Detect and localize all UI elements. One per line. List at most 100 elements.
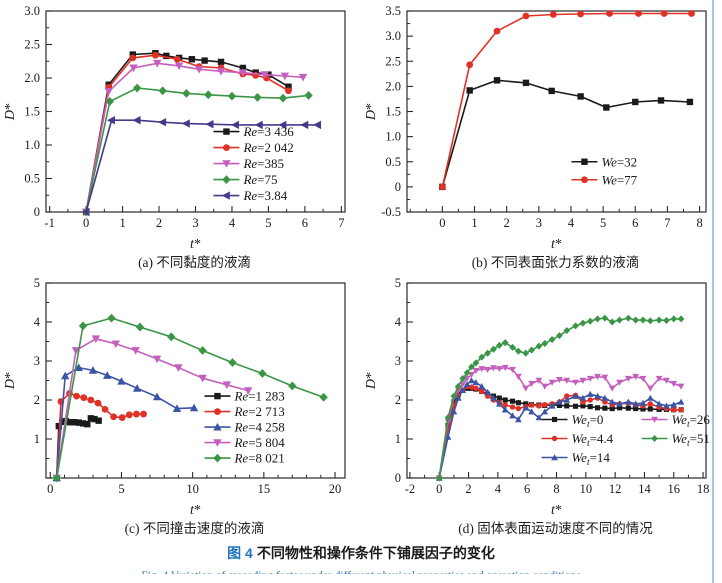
svg-text:Wet=51: Wet=51 — [672, 431, 710, 449]
chart-d-surface-motion: -2 0 2 4 6 8 10 12 14 16 18012345t*D*Wet=0Wet=4.4W… — [364, 276, 711, 518]
svg-text:4: 4 — [395, 315, 402, 329]
svg-text:Re=75: Re=75 — [242, 172, 277, 187]
svg-text:Re=3.84: Re=3.84 — [242, 188, 287, 203]
chart-cell-d: -2 0 2 4 6 8 10 12 14 16 18 0 1 2 3 4 5 t* D* Wet=0 Wet=4.4 W… — [361, 274, 722, 540]
svg-text:2: 2 — [156, 216, 162, 230]
svg-text:4: 4 — [495, 482, 502, 496]
svg-text:0.5: 0.5 — [24, 172, 40, 186]
figure-caption-title: 不同物性和操作条件下铺展因子的变化 — [256, 545, 495, 561]
svg-text:18: 18 — [697, 482, 710, 496]
series-Re=75 — [81, 83, 313, 217]
svg-text:3.5: 3.5 — [385, 4, 401, 18]
svg-text:5: 5 — [395, 276, 401, 290]
svg-text:Wet=26: Wet=26 — [672, 412, 711, 430]
svg-text:3: 3 — [536, 216, 542, 230]
svg-text:D*: D* — [364, 372, 379, 390]
svg-text:1.5: 1.5 — [385, 105, 401, 119]
axes: -1 0 1 2 3 4 5 6 7 0 0.5 1.0 1.5 2.0 2.5 3.0 t* D* — [3, 4, 346, 252]
svg-text:10: 10 — [186, 482, 199, 496]
svg-text:Re=2 713: Re=2 713 — [233, 404, 284, 419]
svg-text:1.5: 1.5 — [24, 105, 40, 119]
svg-text:-0.5: -0.5 — [381, 205, 401, 219]
svg-text:0.5: 0.5 — [385, 155, 401, 169]
chart-b-surface-tension: 0 1 2 3 4 5 6 7 8 -0.5 0 0.5 1.0 1.5 2.0 2.5 3.0 3.5 t* D* W… — [364, 4, 707, 252]
svg-text:12: 12 — [609, 482, 622, 496]
svg-text:1: 1 — [471, 216, 477, 230]
svg-text:t*: t* — [190, 237, 201, 252]
svg-text:1: 1 — [119, 216, 125, 230]
series-We_t=4.4 — [436, 383, 684, 481]
svg-text:Re=2 042: Re=2 042 — [242, 140, 293, 155]
svg-text:0: 0 — [436, 482, 442, 496]
svg-text:D*: D* — [364, 103, 379, 121]
svg-text:t*: t* — [190, 503, 201, 518]
svg-text:6: 6 — [524, 482, 530, 496]
svg-text:4: 4 — [568, 216, 575, 230]
svg-text:2: 2 — [34, 393, 40, 407]
charts-grid: -1 0 1 2 3 4 5 6 7 0 0.5 1.0 1.5 2.0 2.5 3.0 t* D* Re=3 43… — [0, 2, 722, 540]
svg-text:Re=3 436: Re=3 436 — [242, 124, 294, 139]
svg-text:1: 1 — [34, 432, 40, 446]
page-edge-line — [712, 0, 714, 583]
figure-caption-en-clipped: Fig. 4 Variation of spreading factor und… — [0, 566, 722, 574]
svg-text:We=32: We=32 — [601, 154, 637, 169]
svg-text:4: 4 — [34, 315, 41, 329]
subplot-caption-c: (c) 不同撞击速度的液滴 — [124, 521, 265, 536]
figure-caption: 图 4 不同物性和操作条件下铺展因子的变化 — [0, 543, 722, 563]
axes: 0 1 2 3 4 5 6 7 8 -0.5 0 0.5 1.0 1.5 2.0 2.5 3.0 3.5 t* D* — [364, 4, 707, 252]
svg-text:20: 20 — [329, 482, 342, 496]
figure-caption-label: 图 4 — [227, 545, 253, 561]
series-We_t=51 — [435, 314, 685, 482]
subplot-caption-b: (b) 不同表面张力系数的液滴 — [471, 255, 640, 270]
svg-text:0: 0 — [395, 180, 401, 194]
svg-text:Re=8 021: Re=8 021 — [233, 451, 284, 466]
svg-text:0: 0 — [34, 205, 40, 219]
svg-text:Wet=0: Wet=0 — [572, 412, 604, 430]
svg-text:Re=1 283: Re=1 283 — [233, 389, 284, 404]
subplot-caption-d: (d) 固体表面运动速度不同的情况 — [458, 521, 653, 536]
svg-text:2.5: 2.5 — [24, 38, 40, 52]
svg-text:2.0: 2.0 — [385, 79, 401, 93]
svg-text:1: 1 — [395, 432, 401, 446]
chart-a-viscosity: -1 0 1 2 3 4 5 6 7 0 0.5 1.0 1.5 2.0 2.5 3.0 t* D* Re=3 43… — [3, 4, 346, 252]
svg-text:5: 5 — [265, 216, 271, 230]
svg-text:-1: -1 — [44, 216, 54, 230]
series-We=77 — [438, 10, 695, 191]
svg-text:Wet=4.4: Wet=4.4 — [572, 431, 614, 449]
svg-text:Re=385: Re=385 — [242, 156, 284, 171]
subplot-caption-a: (a) 不同黏度的液滴 — [138, 255, 251, 270]
svg-text:0: 0 — [47, 482, 53, 496]
svg-text:2: 2 — [504, 216, 510, 230]
svg-text:Re=4 258: Re=4 258 — [233, 420, 284, 435]
svg-text:3: 3 — [192, 216, 198, 230]
chart-cell-a: -1 0 1 2 3 4 5 6 7 0 0.5 1.0 1.5 2.0 2.5 3.0 t* D* Re=3 43… — [0, 2, 361, 274]
svg-text:5: 5 — [600, 216, 606, 230]
svg-text:We=77: We=77 — [601, 172, 637, 187]
svg-text:2.0: 2.0 — [24, 71, 40, 85]
svg-text:7: 7 — [664, 216, 670, 230]
series-Re=3.84 — [81, 116, 322, 217]
svg-text:0: 0 — [83, 216, 89, 230]
svg-text:8: 8 — [696, 216, 702, 230]
svg-text:2.5: 2.5 — [385, 54, 401, 68]
svg-text:1.0: 1.0 — [385, 130, 401, 144]
svg-text:5: 5 — [34, 276, 40, 290]
svg-text:2: 2 — [395, 393, 401, 407]
svg-text:Re=5 804: Re=5 804 — [233, 435, 285, 450]
svg-text:3: 3 — [34, 354, 40, 368]
svg-text:D*: D* — [3, 103, 18, 121]
series-We=32 — [439, 77, 694, 191]
series-We_t=26 — [435, 364, 685, 482]
svg-text:10: 10 — [580, 482, 593, 496]
svg-text:15: 15 — [258, 482, 271, 496]
svg-text:5: 5 — [118, 482, 124, 496]
axes: 0 5 10 15 20 1 2 3 4 5 t* D* — [3, 276, 346, 518]
svg-text:14: 14 — [638, 482, 651, 496]
svg-text:0: 0 — [439, 216, 445, 230]
